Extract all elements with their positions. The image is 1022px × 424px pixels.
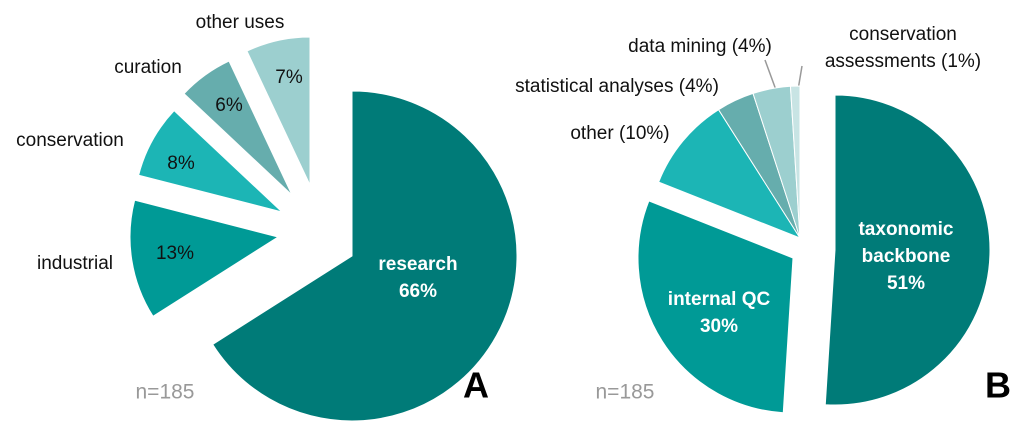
label-text: internal QC 30%: [668, 286, 770, 340]
label: taxonomic backbone 51%: [849, 211, 964, 301]
label-text: curation: [114, 54, 182, 81]
label: 7%: [249, 32, 329, 122]
label: statistical analyses (4%): [487, 41, 747, 131]
label-box: research 66%: [348, 233, 488, 323]
category-label: industrial: [36, 252, 114, 274]
value-label: 66%: [398, 281, 437, 302]
sample-size: n=185: [136, 381, 195, 404]
pie-slice: [211, 90, 518, 422]
label-text: conservation: [16, 127, 124, 154]
category-label: curation: [114, 56, 182, 78]
pie-slice: [138, 109, 283, 213]
label-box: industrial: [0, 218, 155, 308]
label: research 66%: [348, 233, 488, 323]
category-label: taxonomic backbone: [858, 218, 954, 267]
pie-slice: [637, 200, 794, 414]
pie-slice: [183, 60, 293, 196]
category-label: other uses: [195, 11, 285, 33]
value-label: 8%: [167, 152, 195, 174]
category-label: conservation assessments: [824, 24, 957, 72]
label-box: statistical analyses (4%): [487, 41, 747, 131]
label-box: conservation assessments (1%): [808, 3, 998, 93]
value-label: (1%): [941, 51, 982, 72]
panel-label: A: [463, 365, 489, 406]
label-box: data mining (4%): [600, 1, 800, 91]
pie-slice: [658, 108, 802, 240]
label-text: 6%: [215, 92, 242, 119]
label-text: data mining (4%): [628, 33, 772, 60]
pie-slice: [246, 36, 311, 186]
label-text: industrial: [37, 250, 113, 277]
label-text: taxonomic backbone 51%: [849, 216, 964, 297]
label: 13%: [135, 208, 215, 298]
category-label: research: [378, 254, 458, 275]
value-label: (10%): [618, 122, 670, 144]
category-label: data mining: [628, 35, 727, 57]
label: conservation: [0, 95, 150, 185]
label: other (10%): [520, 88, 720, 178]
category-label: internal QC: [667, 289, 771, 310]
label-text: 13%: [156, 240, 194, 267]
label-box: other uses: [170, 0, 310, 67]
value-label: 30%: [699, 316, 739, 337]
label: 6%: [189, 60, 269, 150]
label: data mining (4%): [600, 1, 800, 91]
category-label: conservation: [16, 129, 124, 151]
label: 8%: [141, 118, 221, 208]
category-label: statistical analyses: [515, 75, 674, 97]
label: conservation assessments (1%): [808, 3, 998, 93]
value-label: 7%: [275, 66, 303, 88]
value-label: (4%): [731, 35, 772, 57]
label-text: 7%: [275, 64, 302, 91]
label-text: other uses: [196, 9, 285, 36]
sample-size: n=185: [596, 381, 655, 404]
value-label: 6%: [215, 94, 243, 116]
label: industrial: [0, 218, 155, 308]
label-box: internal QC 30%: [639, 268, 799, 358]
panel-label: B: [985, 365, 1011, 406]
pie-slice: [129, 199, 280, 317]
value-label: 13%: [155, 242, 195, 264]
label-text: research 66%: [378, 251, 457, 305]
label-box: 13%: [135, 208, 215, 298]
label-box: taxonomic backbone 51%: [849, 211, 964, 301]
label: curation: [78, 22, 218, 112]
label-text: 8%: [167, 150, 194, 177]
label: other uses: [170, 0, 310, 67]
label-box: curation: [78, 22, 218, 112]
label-text: conservation assessments (1%): [808, 21, 998, 75]
label-box: 6%: [189, 60, 269, 150]
label-box: other (10%): [520, 88, 720, 178]
label-text: other (10%): [570, 120, 669, 147]
pie-slice: [824, 94, 991, 406]
value-label: 51%: [886, 272, 926, 294]
label-box: conservation: [0, 95, 150, 185]
label: internal QC 30%: [639, 268, 799, 358]
leader-line: [764, 59, 777, 91]
pie-slice: [789, 85, 801, 239]
label-box: 8%: [141, 118, 221, 208]
category-label: other: [570, 122, 614, 144]
label-box: 7%: [249, 32, 329, 122]
value-label: (4%): [678, 75, 719, 97]
label-text: statistical analyses (4%): [515, 73, 719, 100]
